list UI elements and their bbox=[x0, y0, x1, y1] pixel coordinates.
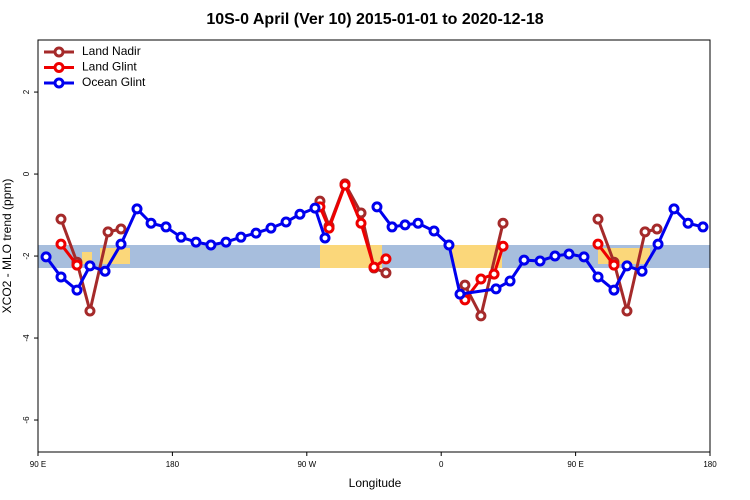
data-point bbox=[380, 253, 392, 265]
data-point bbox=[682, 217, 694, 229]
data-point bbox=[639, 226, 651, 238]
data-point bbox=[368, 261, 380, 273]
data-point bbox=[608, 284, 620, 296]
data-point bbox=[475, 273, 487, 285]
data-point bbox=[428, 225, 440, 237]
data-point bbox=[454, 288, 466, 300]
data-point bbox=[592, 213, 604, 225]
data-point bbox=[323, 222, 335, 234]
data-point bbox=[386, 221, 398, 233]
data-point bbox=[190, 236, 202, 248]
data-point bbox=[651, 223, 663, 235]
data-point bbox=[55, 213, 67, 225]
data-point bbox=[220, 236, 232, 248]
series-line bbox=[463, 222, 505, 318]
data-point bbox=[380, 267, 392, 279]
land bbox=[320, 245, 382, 268]
data-point bbox=[608, 259, 620, 271]
legend-label: Land Nadir bbox=[82, 44, 141, 58]
data-point bbox=[250, 227, 262, 239]
data-point bbox=[443, 239, 455, 251]
data-point bbox=[636, 265, 648, 277]
legend-marker bbox=[53, 46, 65, 58]
y-tick-label: -4 bbox=[22, 334, 31, 342]
data-point bbox=[40, 251, 52, 263]
data-point bbox=[668, 203, 680, 215]
data-point bbox=[549, 250, 561, 262]
data-point bbox=[319, 232, 331, 244]
x-tick-label: 180 bbox=[166, 460, 180, 469]
data-point bbox=[488, 268, 500, 280]
data-point bbox=[205, 239, 217, 251]
plot-frame bbox=[37, 39, 711, 453]
data-point bbox=[621, 305, 633, 317]
y-axis-label: XCO2 - MLO trend (ppm) bbox=[0, 179, 14, 314]
data-point bbox=[459, 279, 471, 291]
land bbox=[82, 252, 92, 264]
x-tick-label: 90 E bbox=[30, 460, 46, 469]
data-point bbox=[534, 255, 546, 267]
legend-marker bbox=[53, 77, 65, 89]
data-point bbox=[697, 221, 709, 233]
land bbox=[452, 245, 502, 268]
data-point bbox=[175, 231, 187, 243]
series-line bbox=[463, 245, 505, 301]
chart-title: 10S-0 April (Ver 10) 2015-01-01 to 2020-… bbox=[206, 11, 543, 28]
data-point bbox=[309, 202, 321, 214]
legend-marker bbox=[53, 62, 65, 73]
data-point bbox=[55, 238, 67, 250]
y-tick-label: 0 bbox=[22, 171, 31, 176]
data-point bbox=[490, 283, 502, 295]
x-tick-label: 90 W bbox=[297, 460, 316, 469]
data-point bbox=[235, 231, 247, 243]
data-point bbox=[84, 305, 96, 317]
data-point bbox=[71, 284, 83, 296]
x-tick-label: 0 bbox=[439, 460, 444, 469]
x-axis-label: Longitude bbox=[349, 476, 402, 490]
y-tick-label: -6 bbox=[22, 416, 31, 424]
series-line bbox=[375, 205, 704, 296]
data-point bbox=[160, 221, 172, 233]
data-point bbox=[497, 217, 509, 229]
y-tick-label: 2 bbox=[22, 89, 31, 94]
data-point bbox=[131, 203, 143, 215]
data-point bbox=[102, 226, 114, 238]
x-tick-label: 90 E bbox=[567, 460, 583, 469]
data-point bbox=[592, 271, 604, 283]
legend-label: Land Glint bbox=[82, 60, 137, 74]
data-point bbox=[475, 310, 487, 322]
data-point bbox=[371, 201, 383, 213]
data-point bbox=[280, 216, 292, 228]
data-point bbox=[294, 208, 306, 220]
data-point bbox=[652, 238, 664, 250]
data-point bbox=[621, 260, 633, 272]
data-point bbox=[412, 217, 424, 229]
x-tick-label: 180 bbox=[703, 460, 717, 469]
data-point bbox=[265, 222, 277, 234]
data-point bbox=[592, 238, 604, 250]
data-point bbox=[84, 260, 96, 272]
data-point bbox=[115, 223, 127, 235]
data-point bbox=[99, 265, 111, 277]
y-tick-label: -2 bbox=[22, 252, 31, 260]
data-point bbox=[71, 259, 83, 271]
legend-label: Ocean Glint bbox=[82, 75, 146, 89]
data-point bbox=[145, 217, 157, 229]
data-point bbox=[497, 240, 509, 252]
data-point bbox=[578, 251, 590, 263]
data-point bbox=[339, 179, 351, 191]
data-point bbox=[355, 217, 367, 229]
data-point bbox=[399, 219, 411, 231]
data-point bbox=[563, 248, 575, 260]
data-point bbox=[504, 275, 516, 287]
data-point bbox=[115, 238, 127, 250]
data-point bbox=[518, 254, 530, 266]
data-point bbox=[55, 271, 67, 283]
